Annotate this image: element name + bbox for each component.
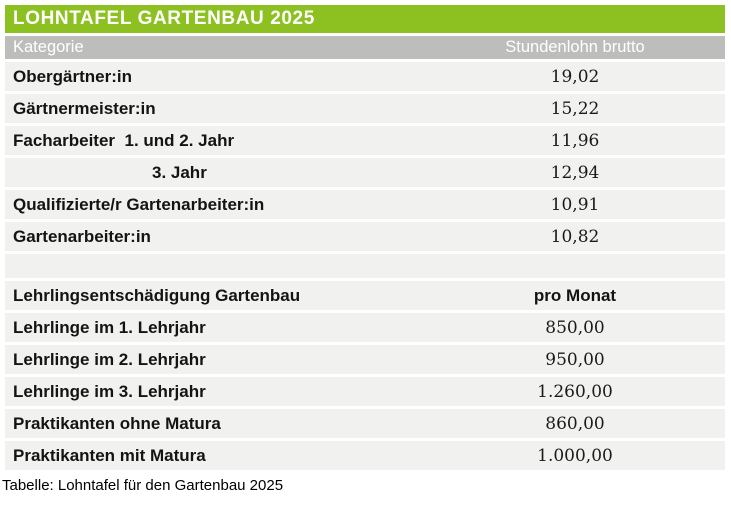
row-value: 860,00: [545, 413, 605, 434]
table-body: Obergärtner:in 19,02 Gärtnermeister:in 15,2…: [5, 62, 725, 470]
row-value: 10,82: [550, 226, 600, 247]
row-value: 1.000,00: [537, 445, 613, 466]
table-row: Lehrlinge im 1. Lehrjahr 850,00: [5, 313, 725, 342]
table-header-row: Kategorie Stundenlohn brutto: [5, 36, 725, 59]
row-value: pro Monat: [533, 285, 617, 305]
table-row: 3. Jahr 12,94: [5, 158, 725, 187]
row-label: Gärtnermeister:in: [13, 98, 156, 118]
table-row: Gartenarbeiter:in 10,82: [5, 222, 725, 251]
row-label: Lehrlinge im 3. Lehrjahr: [13, 381, 206, 401]
row-label: Obergärtner:in: [13, 66, 133, 86]
row-label: Facharbeiter 1. und 2. Jahr: [13, 130, 235, 150]
row-value: 12,94: [550, 162, 600, 183]
table-row: Qualifizierte/r Gartenarbeiter:in 10,91: [5, 190, 725, 219]
row-label: Praktikanten mit Matura: [13, 445, 206, 465]
row-value: 11,96: [550, 130, 600, 151]
table-row: Lehrlinge im 3. Lehrjahr 1.260,00: [5, 377, 725, 406]
row-label: Praktikanten ohne Matura: [13, 413, 221, 433]
row-value: 19,02: [550, 66, 600, 87]
page: LOHNTAFEL GARTENBAU 2025 Kategorie Stund…: [2, 5, 725, 494]
table-row: Lehrlingsentschädigung Gartenbau pro Mona…: [5, 281, 725, 310]
table-spacer-row: [5, 254, 725, 278]
table-row: Praktikanten mit Matura 1.000,00: [5, 441, 725, 470]
wage-table: LOHNTAFEL GARTENBAU 2025 Kategorie Stund…: [5, 5, 725, 470]
row-label: Gartenarbeiter:in: [13, 226, 151, 246]
row-label: Lehrlingsentschädigung Gartenbau: [13, 285, 301, 305]
table-row: Obergärtner:in 19,02: [5, 62, 725, 91]
row-value: 850,00: [545, 317, 605, 338]
table-title-bar: LOHNTAFEL GARTENBAU 2025: [5, 5, 725, 33]
row-value: 10,91: [550, 194, 600, 215]
row-label: Lehrlinge im 2. Lehrjahr: [13, 349, 206, 369]
table-caption: Tabelle: Lohntafel für den Gartenbau 202…: [2, 477, 284, 494]
row-label: 3. Jahr: [152, 162, 207, 182]
row-value: 950,00: [545, 349, 605, 370]
column-header-category: Kategorie: [13, 38, 84, 56]
table-row: Praktikanten ohne Matura 860,00: [5, 409, 725, 438]
table-title: LOHNTAFEL GARTENBAU 2025: [13, 8, 315, 29]
row-label: Qualifizierte/r Gartenarbeiter:in: [13, 194, 265, 214]
table-row: Gärtnermeister:in 15,22: [5, 94, 725, 123]
table-row: Lehrlinge im 2. Lehrjahr 950,00: [5, 345, 725, 374]
table-row: Facharbeiter 1. und 2. Jahr 11,96: [5, 126, 725, 155]
row-value: 1.260,00: [537, 381, 613, 402]
row-value: 15,22: [550, 98, 600, 119]
column-header-hourly-wage: Stundenlohn brutto: [505, 38, 645, 56]
row-label: Lehrlinge im 1. Lehrjahr: [13, 317, 206, 337]
